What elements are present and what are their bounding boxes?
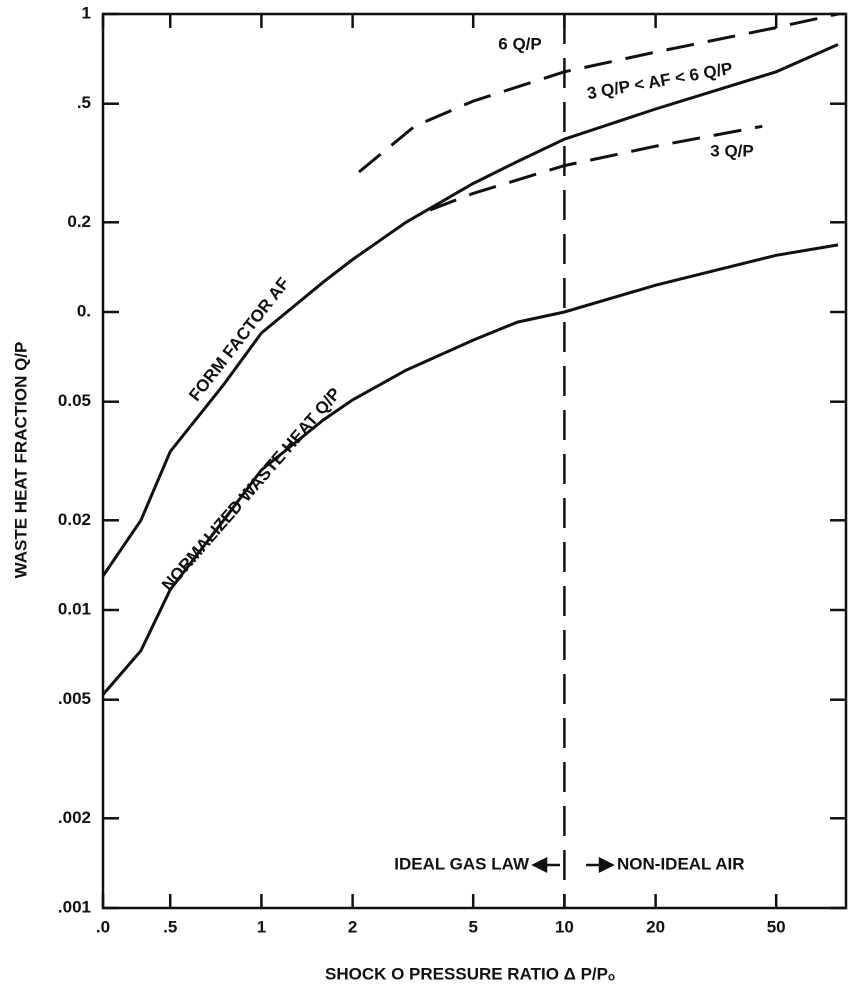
x-tick-label: 2 (348, 917, 357, 936)
annotation: IDEAL GAS LAW (394, 854, 530, 873)
arrow-head (598, 856, 615, 874)
y-axis-title: WASTE HEAT FRACTION Q/P (11, 342, 30, 579)
annotation: NON-IDEAL AIR (617, 854, 745, 873)
series-label: 3 Q/P (710, 141, 753, 160)
series-label: 6 Q/P (498, 34, 541, 53)
plot-frame (101, 12, 848, 910)
series-line (101, 243, 839, 696)
y-tick-label: 0.02 (58, 510, 91, 529)
x-tick-label: .5 (163, 917, 177, 936)
series-line (429, 124, 763, 212)
x-tick-label: 20 (646, 917, 665, 936)
y-tick-label: 0.01 (58, 599, 91, 618)
x-axis-title: SHOCK O PRESSURE RATIO Δ P/Pₒ (325, 964, 615, 983)
y-tick-label: 0. (77, 301, 91, 320)
x-tick-label: .0 (96, 917, 110, 936)
y-tick-label: .5 (77, 93, 91, 112)
annotation: 3 Q/P < AF < 6 Q/P (586, 59, 734, 103)
y-tick-label: 1 (82, 3, 91, 22)
series-line (101, 43, 839, 577)
y-tick-label: .005 (58, 689, 91, 708)
y-tick-label: .002 (58, 808, 91, 827)
series-label: NORMALIZED WASTE HEAT Q/P (158, 384, 344, 594)
x-tick-label: 5 (468, 917, 477, 936)
x-tick-label: 1 (257, 917, 266, 936)
x-tick-label: 10 (555, 917, 574, 936)
series-label: FORM FACTOR AF (185, 274, 293, 405)
y-tick-label: .001 (58, 897, 91, 916)
y-tick-label: 0.05 (58, 391, 91, 410)
x-tick-label: 50 (767, 917, 786, 936)
arrow-head (531, 856, 548, 874)
series-line (358, 12, 839, 174)
y-tick-label: 0.2 (67, 212, 91, 231)
